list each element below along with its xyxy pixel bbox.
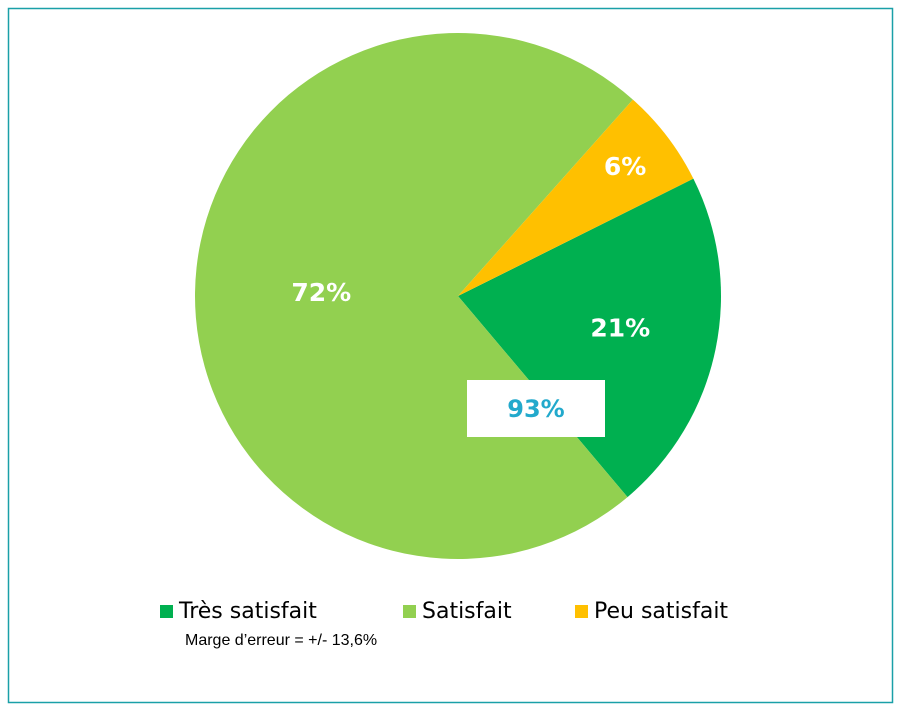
legend-swatch [160,605,173,618]
legend-swatch [403,605,416,618]
value-label: 6% [604,152,646,181]
value-label: 72% [291,278,351,307]
legend-label: Satisfait [422,599,512,624]
annotation: 93% [507,395,564,423]
legend-swatch [575,605,588,618]
annotation-box [467,380,605,437]
value-label: 21% [590,314,650,343]
legend-label: Très satisfait [178,599,317,624]
slice [458,178,722,498]
legend-label: Peu satisfait [594,599,728,624]
slice [458,99,694,297]
note: Marge d’erreur = +/- 13,6% [185,632,377,649]
